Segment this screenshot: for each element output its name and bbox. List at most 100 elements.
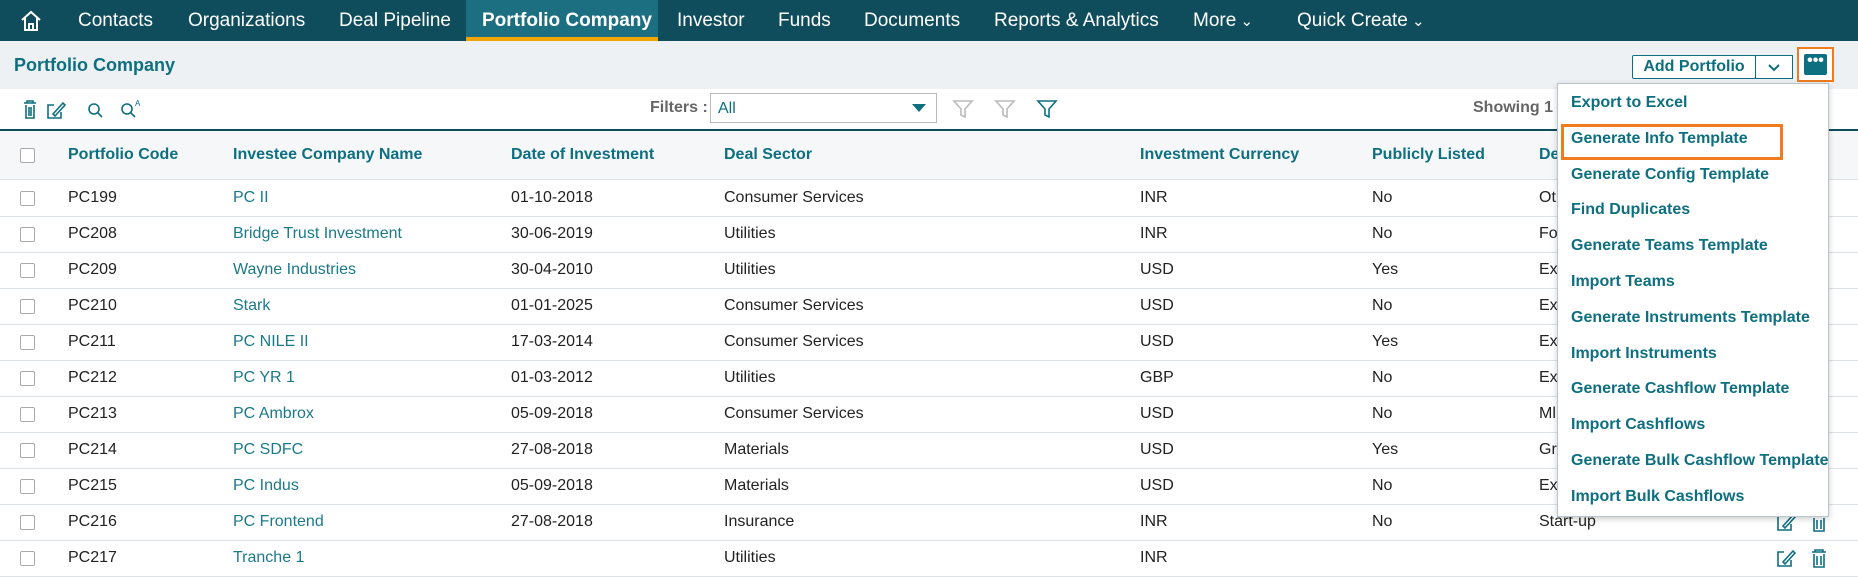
nav-item[interactable]: Organizations	[188, 10, 306, 31]
cell: Ex	[1539, 369, 1558, 386]
cell[interactable]: Wayne Industries	[233, 261, 357, 278]
column-header: Publicly Listed	[1372, 146, 1485, 163]
table-row: PC213 PC Ambrox 05-09-2018 Consumer Service…	[0, 396, 1858, 433]
nav-item[interactable]: Investor	[677, 10, 745, 31]
more-button[interactable]: •••	[1797, 47, 1834, 82]
nav-item[interactable]: Documents	[864, 10, 961, 31]
home-icon[interactable]	[19, 9, 43, 33]
cell: Materials	[724, 477, 789, 494]
cell: Ml	[1539, 405, 1556, 422]
cell[interactable]: PC SDFC	[233, 441, 304, 458]
cell: PC209	[68, 261, 117, 278]
cell: GBP	[1140, 369, 1174, 386]
menu-item[interactable]: Import Instruments	[1571, 344, 1717, 362]
column-header: De	[1539, 146, 1560, 163]
cell[interactable]: Stark	[233, 297, 271, 314]
cell: PC208	[68, 225, 117, 242]
cell: PC215	[68, 477, 117, 494]
cell: INR	[1140, 189, 1168, 206]
checkbox[interactable]	[20, 515, 35, 530]
column-header: Investment Currency	[1140, 146, 1300, 163]
cell: No	[1372, 513, 1393, 530]
nav-item[interactable]: Portfolio Company	[482, 10, 652, 31]
checkbox[interactable]	[20, 371, 35, 386]
cell[interactable]: PC Ambrox	[233, 405, 314, 422]
nav-item[interactable]: Deal Pipeline	[339, 10, 451, 31]
filter-value: All	[718, 100, 736, 117]
cell: No	[1372, 405, 1393, 422]
highlight-box	[1561, 123, 1783, 160]
menu-item[interactable]: Generate Config Template	[1571, 165, 1769, 183]
menu-item[interactable]: Import Bulk Cashflows	[1571, 487, 1745, 505]
menu-item[interactable]: Generate Cashflow Template	[1571, 380, 1790, 398]
column-header: Deal Sector	[724, 146, 813, 163]
filter-icons[interactable]	[950, 95, 1060, 123]
cell: Consumer Services	[724, 297, 864, 314]
cell: Utilities	[724, 261, 776, 278]
cell: PC216	[68, 513, 117, 530]
cell: Ot	[1539, 189, 1556, 206]
cell: Utilities	[724, 225, 776, 242]
menu-item[interactable]: Find Duplicates	[1571, 201, 1691, 219]
menu-item[interactable]: Generate Teams Template	[1571, 237, 1768, 255]
menu-item[interactable]: Generate Info Template	[1571, 129, 1748, 147]
checkbox[interactable]	[20, 479, 35, 494]
cell: 05-09-2018	[511, 477, 593, 494]
cell[interactable]: Tranche 1	[233, 549, 305, 566]
more-menu: Export to Excel Generate Info Template Gen…	[1557, 83, 1829, 517]
checkbox[interactable]	[20, 191, 35, 206]
nav-item[interactable]: Reports & Analytics	[994, 10, 1159, 31]
table-row: PC208 Bridge Trust Investment 30-06-2019 Ut…	[0, 216, 1858, 253]
cell[interactable]: PC NILE II	[233, 333, 309, 350]
cell[interactable]: PC Frontend	[233, 513, 324, 530]
cell: USD	[1140, 261, 1174, 278]
cell: Consumer Services	[724, 405, 864, 422]
cell: USD	[1140, 441, 1174, 458]
cell: Start-up	[1539, 513, 1596, 530]
cell: PC199	[68, 189, 117, 206]
checkbox[interactable]	[20, 227, 35, 242]
cell[interactable]: PC YR 1	[233, 369, 295, 386]
menu-item[interactable]: Import Teams	[1571, 273, 1675, 290]
cell: PC211	[68, 333, 116, 350]
add-dropdown[interactable]	[1755, 55, 1793, 79]
nav-item[interactable]: More ⌄	[1193, 10, 1254, 31]
checkbox[interactable]	[20, 407, 35, 422]
add-button[interactable]: Add Portfolio	[1632, 55, 1756, 79]
table-row: PC209 Wayne Industries 30-04-2010 Utilities…	[0, 252, 1858, 289]
checkbox[interactable]	[20, 148, 35, 163]
table-row: PC214 PC SDFC 27-08-2018 Materials USD Yes Gr	[0, 432, 1858, 469]
cell[interactable]: Bridge Trust Investment	[233, 225, 402, 242]
nav-item[interactable]: Contacts	[78, 10, 153, 31]
cell[interactable]: PC II	[233, 189, 269, 206]
checkbox[interactable]	[20, 443, 35, 458]
table-row: PC215 PC Indus 05-09-2018 Materials USD No Ex	[0, 468, 1858, 505]
filter-select[interactable]: All	[710, 93, 937, 123]
checkbox[interactable]	[20, 299, 35, 314]
toolbar-icons[interactable]: A	[18, 97, 158, 121]
cell: PC210	[68, 297, 117, 314]
row-actions[interactable]	[1774, 546, 1834, 570]
nav-item[interactable]: Funds	[778, 10, 831, 31]
nav-item[interactable]: Quick Create ⌄	[1297, 10, 1425, 31]
cell: INR	[1140, 225, 1168, 242]
table-row: PC217 Tranche 1 Utilities INR	[0, 540, 1858, 577]
checkbox[interactable]	[20, 551, 35, 566]
table-row: PC216 PC Frontend 27-08-2018 Insurance INR No…	[0, 504, 1858, 541]
cell: INR	[1140, 513, 1168, 530]
cell: 01-01-2025	[511, 297, 593, 314]
menu-item[interactable]: Import Cashflows	[1571, 416, 1706, 434]
cell[interactable]: PC Indus	[233, 477, 299, 494]
menu-item[interactable]: Generate Bulk Cashflow Template	[1571, 452, 1829, 469]
menu-item[interactable]: Generate Instruments Template	[1571, 308, 1810, 326]
cell: Yes	[1372, 441, 1399, 458]
cell: 27-08-2018	[511, 513, 593, 530]
menu-item[interactable]: Export to Excel	[1571, 94, 1688, 111]
page-title: Portfolio Company	[14, 55, 175, 75]
cell: PC212	[68, 369, 117, 386]
cell: 30-04-2010	[511, 261, 593, 278]
checkbox[interactable]	[20, 263, 35, 278]
table-header: Portfolio Code Investee Company Name Date …	[0, 131, 1858, 180]
checkbox[interactable]	[20, 335, 35, 350]
cell: No	[1372, 189, 1393, 206]
